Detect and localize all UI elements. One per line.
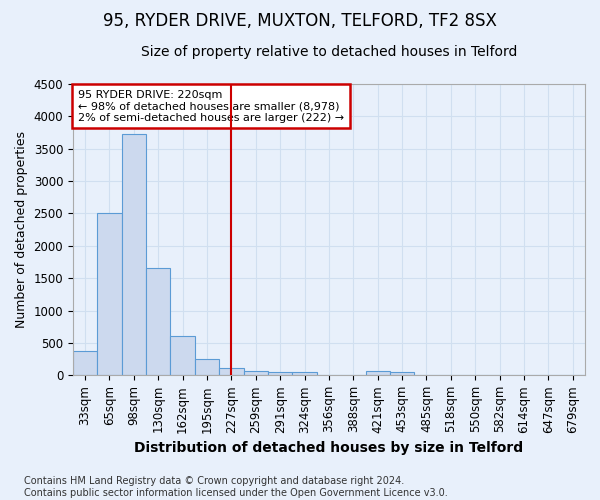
Text: 95, RYDER DRIVE, MUXTON, TELFORD, TF2 8SX: 95, RYDER DRIVE, MUXTON, TELFORD, TF2 8S… bbox=[103, 12, 497, 30]
Y-axis label: Number of detached properties: Number of detached properties bbox=[15, 131, 28, 328]
Bar bbox=[292, 372, 317, 376]
Bar bbox=[195, 359, 219, 376]
Bar bbox=[73, 351, 97, 376]
Bar bbox=[244, 372, 268, 376]
Bar bbox=[365, 372, 390, 376]
Bar bbox=[122, 134, 146, 376]
X-axis label: Distribution of detached houses by size in Telford: Distribution of detached houses by size … bbox=[134, 441, 524, 455]
Bar bbox=[219, 368, 244, 376]
Text: Contains HM Land Registry data © Crown copyright and database right 2024.
Contai: Contains HM Land Registry data © Crown c… bbox=[24, 476, 448, 498]
Text: 95 RYDER DRIVE: 220sqm
← 98% of detached houses are smaller (8,978)
2% of semi-d: 95 RYDER DRIVE: 220sqm ← 98% of detached… bbox=[78, 90, 344, 123]
Bar bbox=[97, 214, 122, 376]
Bar bbox=[390, 372, 415, 376]
Bar bbox=[268, 372, 292, 376]
Title: Size of property relative to detached houses in Telford: Size of property relative to detached ho… bbox=[141, 45, 517, 59]
Bar bbox=[146, 268, 170, 376]
Bar bbox=[170, 336, 195, 376]
